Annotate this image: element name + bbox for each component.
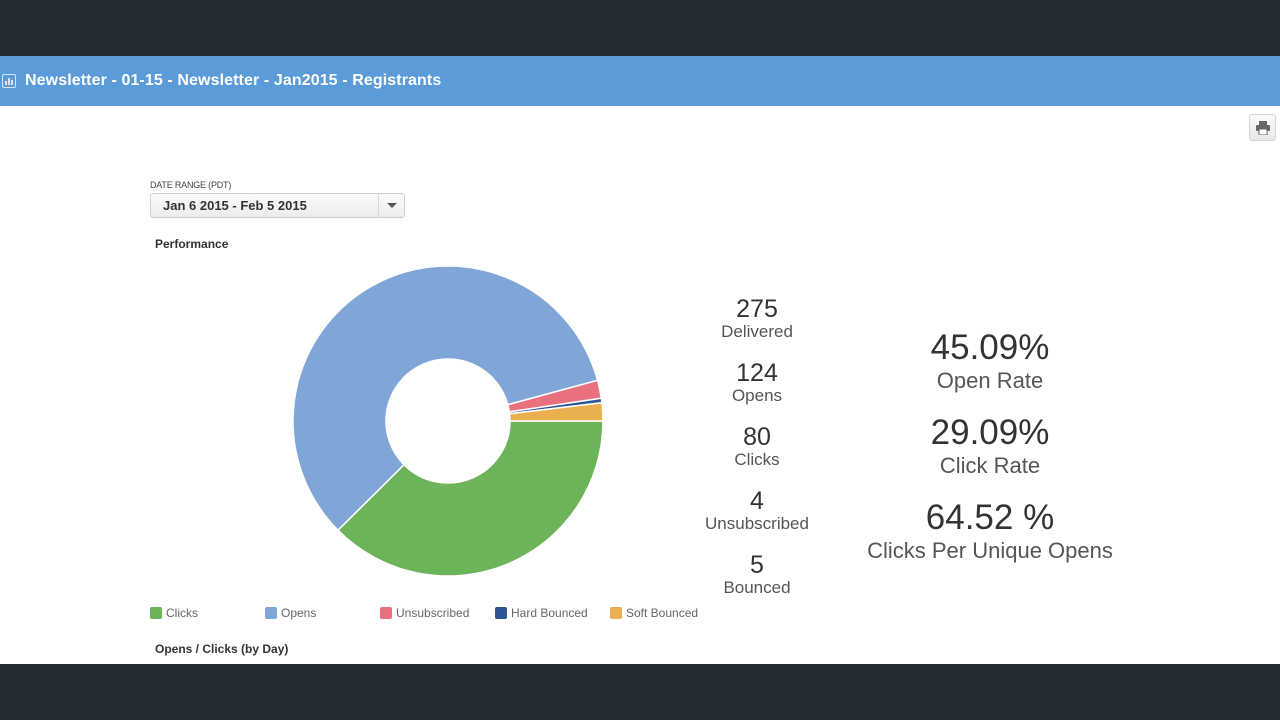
stat-label: Unsubscribed <box>705 514 809 533</box>
rate-clicks-per-unique-opens: 64.52 % Clicks Per Unique Opens <box>840 498 1140 583</box>
rate-label: Open Rate <box>936 368 1044 393</box>
stat-value: 275 <box>736 295 778 323</box>
stat-delivered: 275 Delivered <box>690 296 824 360</box>
stat-label: Delivered <box>721 322 793 341</box>
legend-item-opens[interactable]: Opens <box>265 606 316 620</box>
bar-chart-icon <box>2 74 16 88</box>
stat-opens: 124 Opens <box>690 360 824 424</box>
date-range-select[interactable]: Jan 6 2015 - Feb 5 2015 <box>150 193 405 218</box>
stat-label: Bounced <box>723 578 791 597</box>
date-range-label: DATE RANGE (PDT) <box>150 180 232 190</box>
rate-value: 64.52 % <box>925 498 1055 537</box>
rate-click: 29.09% Click Rate <box>840 413 1140 498</box>
stat-label: Clicks <box>734 450 780 469</box>
legend-label: Hard Bounced <box>511 606 588 620</box>
legend-label: Unsubscribed <box>396 606 470 620</box>
rate-label: Click Rate <box>939 453 1041 478</box>
stat-value: 4 <box>750 487 764 515</box>
legend-swatch <box>380 607 392 619</box>
legend-label: Opens <box>281 606 317 620</box>
legend-item-clicks[interactable]: Clicks <box>150 606 198 620</box>
rate-value: 29.09% <box>930 413 1050 452</box>
stat-label: Opens <box>731 386 783 405</box>
legend-item-soft-bounced[interactable]: Soft Bounced <box>610 606 698 620</box>
legend-item-unsubscribed[interactable]: Unsubscribed <box>380 606 469 620</box>
stats-column: 275 Delivered 124 Opens 80 Clicks 4 Unsu… <box>690 296 824 616</box>
print-button[interactable] <box>1249 114 1276 141</box>
legend-swatch <box>150 607 162 619</box>
page-title: Newsletter - 01-15 - Newsletter - Jan201… <box>25 72 442 89</box>
rates-column: 45.09% Open Rate 29.09% Click Rate 64.52… <box>840 328 1140 583</box>
donut-slice-clicks[interactable] <box>336 420 604 577</box>
stat-bounced: 5 Bounced <box>690 552 824 616</box>
rate-value: 45.09% <box>930 328 1050 367</box>
legend-swatch <box>265 607 277 619</box>
stat-unsubscribed: 4 Unsubscribed <box>690 488 824 552</box>
rate-label: Clicks Per Unique Opens <box>867 538 1113 563</box>
report-header: Newsletter - 01-15 - Newsletter - Jan201… <box>0 56 1280 106</box>
legend-label: Clicks <box>166 606 198 620</box>
stat-value: 5 <box>750 551 764 579</box>
legend-swatch <box>610 607 622 619</box>
donut-slice-opens[interactable] <box>292 265 599 532</box>
video-letterbox-top <box>0 0 1280 56</box>
date-range-value: Jan 6 2015 - Feb 5 2015 <box>163 198 307 213</box>
legend-label: Soft Bounced <box>626 606 699 620</box>
video-letterbox-bottom <box>0 664 1280 720</box>
donut-slice-soft-bounced[interactable] <box>508 401 604 422</box>
opens-clicks-heading: Opens / Clicks (by Day) <box>155 642 289 656</box>
rate-open: 45.09% Open Rate <box>840 328 1140 413</box>
stat-value: 80 <box>743 423 771 451</box>
report-page: Newsletter - 01-15 - Newsletter - Jan201… <box>0 56 1280 664</box>
printer-icon <box>1255 120 1270 135</box>
stat-value: 124 <box>736 359 778 387</box>
chart-legend: Clicks Opens Unsubscribed Hard Bounced Soft … <box>150 606 720 622</box>
chevron-down-icon[interactable] <box>378 194 404 217</box>
stat-clicks: 80 Clicks <box>690 424 824 488</box>
legend-item-hard-bounced[interactable]: Hard Bounced <box>495 606 588 620</box>
performance-donut-chart <box>292 265 604 577</box>
performance-heading: Performance <box>155 237 229 251</box>
legend-swatch <box>495 607 507 619</box>
